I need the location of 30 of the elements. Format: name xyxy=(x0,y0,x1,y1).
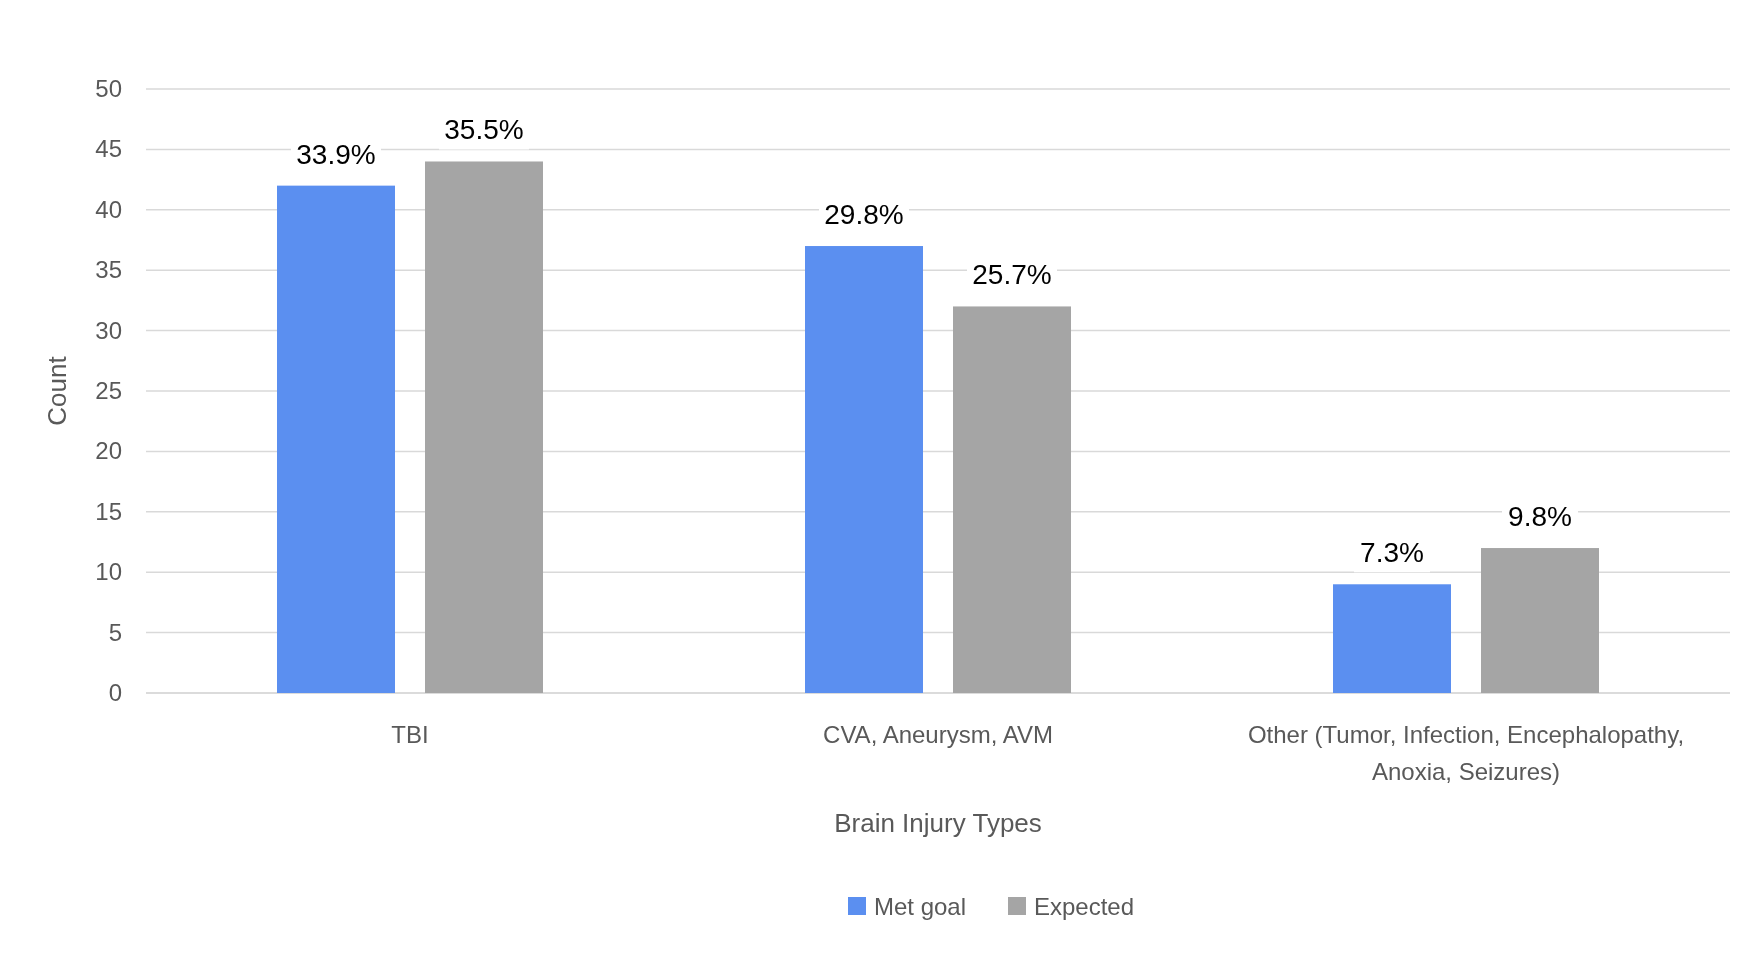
y-tick-label: 40 xyxy=(95,195,122,223)
x-tick-label: TBI xyxy=(391,721,429,748)
x-axis-title: Brain Injury Types xyxy=(834,808,1042,838)
legend-label: Expected xyxy=(1034,893,1135,920)
bar xyxy=(1333,584,1451,693)
x-tick-label: CVA, Aneurysm, AVM xyxy=(823,721,1053,748)
legend-label: Met goal xyxy=(874,893,967,920)
annotation: 7.3% xyxy=(1360,537,1424,569)
y-tick-label: 50 xyxy=(95,75,122,102)
annotation: 33.9% xyxy=(296,138,376,170)
annotation: 9.8% xyxy=(1508,501,1572,533)
y-tick-label: 10 xyxy=(95,558,122,586)
bar xyxy=(277,185,395,693)
y-tick-label: 15 xyxy=(95,497,122,525)
y-tick-label: 20 xyxy=(95,437,122,465)
annotation: 35.5% xyxy=(444,114,524,146)
bar xyxy=(953,306,1071,693)
annotation: 25.7% xyxy=(972,259,1052,291)
bar xyxy=(425,161,543,693)
y-tick-label: 35 xyxy=(95,256,122,284)
y-tick-label: 5 xyxy=(108,618,122,646)
x-tick-label: Other (Tumor, Infection, Encephalopathy, Anoxia, Seizures) xyxy=(1247,721,1685,785)
bar xyxy=(805,246,923,693)
bar xyxy=(1481,548,1599,693)
y-tick-label: 45 xyxy=(95,135,122,163)
y-tick-label: 30 xyxy=(95,316,122,344)
y-tick-label: 25 xyxy=(95,377,122,404)
y-tick-label: 0 xyxy=(108,679,122,706)
y-axis-title: Count xyxy=(42,355,72,426)
annotation: 29.8% xyxy=(824,199,904,231)
